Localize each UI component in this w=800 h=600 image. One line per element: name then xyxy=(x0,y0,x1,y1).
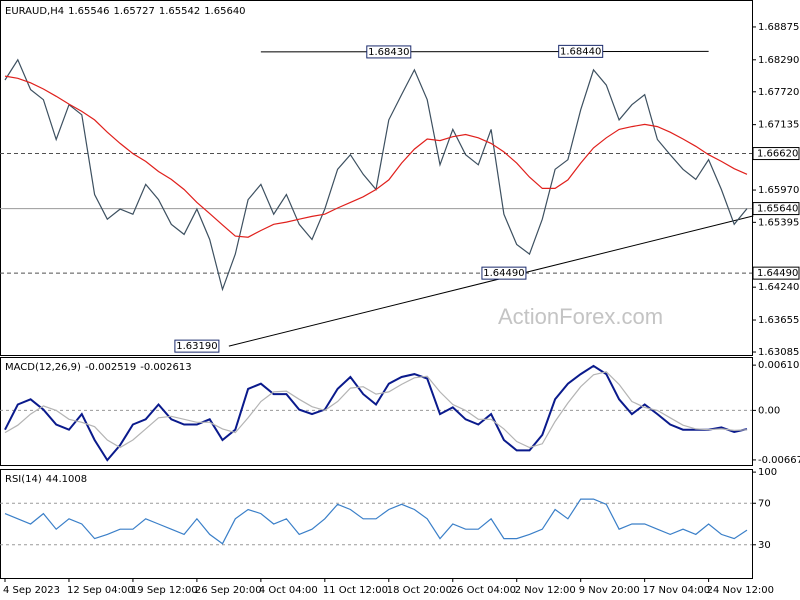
indicator-line xyxy=(4,364,748,462)
x-tick-label: 24 Nov 12:00 xyxy=(707,585,774,596)
header-value: 1.65727 xyxy=(113,6,154,17)
header-value: -0.002613 xyxy=(140,362,191,373)
level-label: 1.64490 xyxy=(757,268,798,279)
level-label-box xyxy=(752,266,800,280)
y-tick-label: 30 xyxy=(758,540,771,551)
annotation-label: 1.63190 xyxy=(176,341,217,352)
x-tick-label: 11 Oct 12:00 xyxy=(323,585,388,596)
x-tick-label: 26 Sep 20:00 xyxy=(195,585,262,596)
x-tick-label: 4 Sep 2023 xyxy=(3,585,60,596)
y-tick-label: 1.68875 xyxy=(758,22,799,33)
x-tick-label: 2 Nov 12:00 xyxy=(515,585,576,596)
level-label-box xyxy=(752,147,800,161)
y-tick-label: 1.65970 xyxy=(758,185,799,196)
x-tick-label: 9 Nov 20:00 xyxy=(579,585,640,596)
price-header: EURAUD,H4 1.65546 1.65727 1.65542 1.65640 xyxy=(5,6,246,17)
watermark: ActionForex.com xyxy=(498,304,663,329)
header-value: 1.65546 xyxy=(68,6,109,17)
trend-line xyxy=(228,215,754,347)
level-label: 1.66620 xyxy=(757,149,798,160)
header-value: 44.1008 xyxy=(46,474,87,485)
x-tick-label: 12 Sep 04:00 xyxy=(67,585,134,596)
annotation-box xyxy=(558,44,604,58)
indicator-line xyxy=(4,75,748,238)
annotation-label: 1.64490 xyxy=(483,268,524,279)
annotation-box xyxy=(481,266,527,280)
y-tick-label: 1.64240 xyxy=(758,282,799,293)
indicator-name: RSI(14) xyxy=(5,474,42,485)
rsi-panel xyxy=(0,469,753,579)
annotation-box xyxy=(174,339,220,353)
x-tick-label: 26 Oct 04:00 xyxy=(451,585,516,596)
y-tick-label: 1.67135 xyxy=(758,120,799,131)
indicator-line xyxy=(4,371,748,449)
y-tick-label: 1.68290 xyxy=(758,55,799,66)
header-value: 1.65640 xyxy=(204,6,245,17)
symbol: EURAUD,H4 xyxy=(5,6,64,17)
x-tick-label: 18 Oct 20:00 xyxy=(387,585,452,596)
y-tick-label: 70 xyxy=(758,498,771,509)
macd-header: MACD(12,26,9) -0.002519 -0.002613 xyxy=(5,362,192,373)
y-tick-label: 1.63655 xyxy=(758,315,799,326)
indicator-name: MACD(12,26,9) xyxy=(5,362,81,373)
trend-line xyxy=(260,50,709,53)
annotation-label: 1.68440 xyxy=(560,46,601,57)
x-tick-label: 4 Oct 04:00 xyxy=(259,585,318,596)
y-tick-label: -0.006679 xyxy=(758,455,800,466)
annotation-box xyxy=(366,45,412,59)
annotation-label: 1.68430 xyxy=(368,47,409,58)
macd-panel xyxy=(0,357,753,466)
y-tick-label: 100 xyxy=(758,467,777,478)
level-label: 1.65640 xyxy=(757,204,798,215)
y-tick-label: 1.65395 xyxy=(758,217,799,228)
rsi-header: RSI(14) 44.1008 xyxy=(5,474,87,485)
header-value: 1.65542 xyxy=(159,6,200,17)
y-tick-label: 1.63085 xyxy=(758,347,799,358)
level-label-box xyxy=(752,202,800,216)
price-panel xyxy=(0,0,753,356)
indicator-line xyxy=(4,498,748,545)
y-tick-label: 0.006103 xyxy=(758,360,800,371)
y-tick-label: 1.67720 xyxy=(758,87,799,98)
x-tick-label: 19 Sep 12:00 xyxy=(131,585,198,596)
x-tick-label: 17 Nov 04:00 xyxy=(643,585,710,596)
y-tick-label: 0.00 xyxy=(758,405,780,416)
header-value: -0.002519 xyxy=(85,362,136,373)
